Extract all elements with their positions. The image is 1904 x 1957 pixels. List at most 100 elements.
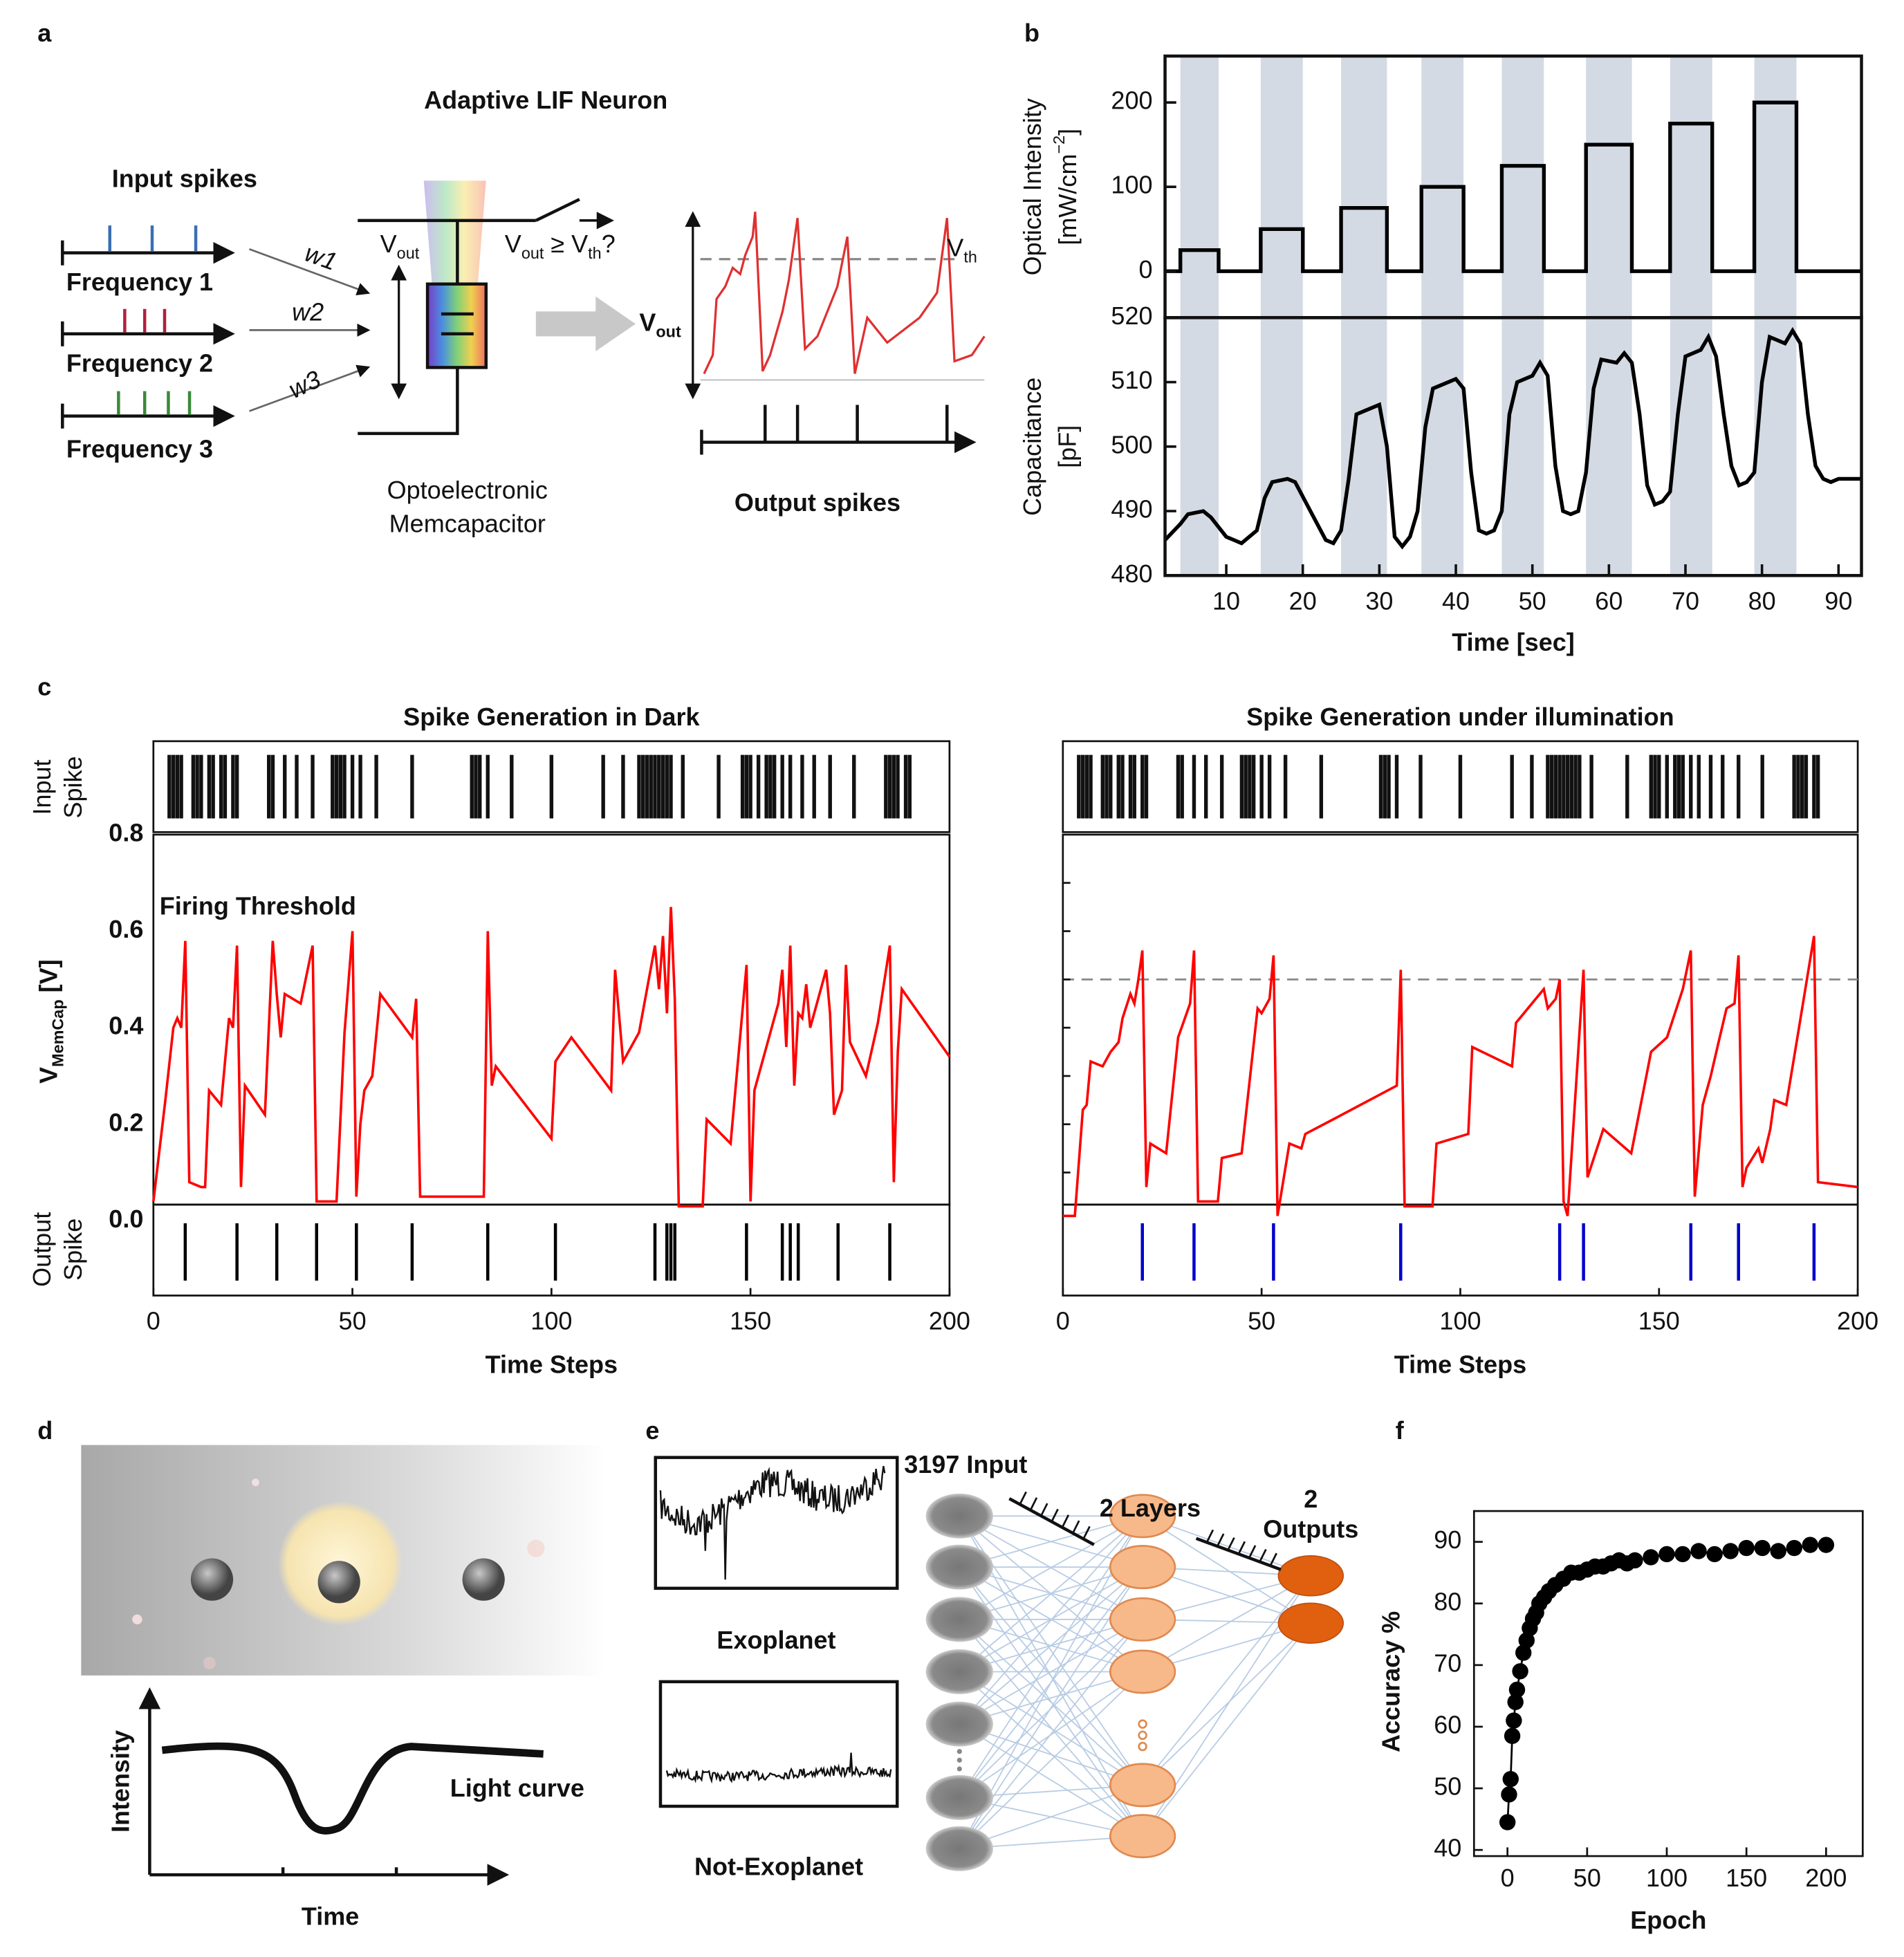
- annotation: Firing Threshold: [160, 892, 356, 920]
- shaded-region: [1341, 56, 1387, 318]
- input-node: [925, 1544, 993, 1590]
- x-tick-label: 100: [1646, 1864, 1688, 1892]
- accuracy-point: [1818, 1537, 1835, 1553]
- y-axis-label: Input: [28, 759, 56, 815]
- chart-title: Spike Generation under illumination: [1246, 703, 1674, 731]
- x-tick-label: 40: [1442, 586, 1470, 615]
- link: [959, 1723, 1143, 1786]
- y-axis-label: Accuracy %: [1377, 1611, 1405, 1752]
- x-tick-label: 70: [1672, 586, 1699, 615]
- weight-comb-tick: [1072, 1520, 1080, 1534]
- link: [959, 1619, 1143, 1725]
- layer-label: 3197 Input: [904, 1450, 1027, 1478]
- text-part: V: [505, 229, 521, 257]
- x-tick-label: 0: [1056, 1307, 1070, 1335]
- input-node: [925, 1774, 993, 1820]
- panel-d-diagram: [81, 1445, 607, 1886]
- link: [959, 1619, 1143, 1849]
- x-tick-label: 150: [1638, 1307, 1680, 1335]
- signal-label: Not-Exoplanet: [694, 1853, 863, 1881]
- spikes-2: [123, 308, 167, 333]
- x-tick-label: 50: [1573, 1864, 1601, 1892]
- planet: [317, 1561, 360, 1604]
- y-tick-label: 100: [1111, 171, 1152, 199]
- y-tick-label: 0: [1138, 255, 1152, 284]
- subscript: MemCap: [48, 999, 66, 1067]
- dust: [132, 1614, 142, 1625]
- text-part: V: [34, 1067, 62, 1084]
- accuracy-point: [1690, 1543, 1707, 1559]
- ellipsis-dot: [956, 1757, 962, 1763]
- accuracy-point: [1706, 1546, 1723, 1563]
- accuracy-point: [1802, 1537, 1819, 1553]
- panel-label: f: [1396, 1416, 1405, 1445]
- x-tick-label: 150: [730, 1307, 771, 1335]
- accuracy-point: [1504, 1727, 1521, 1745]
- y-axis-label: Optical Intensity: [1018, 98, 1046, 275]
- shaded-region: [1670, 317, 1712, 576]
- vth-label: Vth: [947, 233, 977, 266]
- y-axis-label: Capacitance: [1018, 378, 1046, 516]
- y-axis-label: Spike: [59, 756, 87, 818]
- x-tick-label: 0: [1501, 1864, 1515, 1892]
- superscript: −2: [1050, 136, 1068, 154]
- x-tick-label: 100: [530, 1307, 572, 1335]
- weight-comb-tick: [1248, 1545, 1257, 1559]
- memcapacitor: [425, 282, 488, 369]
- link: [959, 1566, 1143, 1725]
- x-tick-label: 20: [1289, 586, 1317, 615]
- voltage-line: [152, 907, 951, 1208]
- line: [1163, 326, 1862, 550]
- input-node: [925, 1826, 993, 1871]
- weight-comb-tick: [1051, 1508, 1059, 1523]
- subscript: out: [521, 244, 544, 262]
- non-exoplanet-signal: [665, 1752, 892, 1784]
- x-tick-label: 50: [1248, 1307, 1275, 1335]
- shaded-region: [1754, 56, 1797, 318]
- weight-comb-tick: [1029, 1497, 1038, 1511]
- frequency-label: Frequency 1: [66, 268, 213, 296]
- y-tick-label: 40: [1434, 1834, 1461, 1862]
- accuracy-point: [1502, 1770, 1519, 1788]
- y-tick-label: 0.2: [109, 1108, 143, 1136]
- weight-comb-tick: [1237, 1541, 1246, 1555]
- x-tick-label: 50: [339, 1307, 367, 1335]
- spikes-3: [117, 391, 192, 415]
- x-tick-label: 30: [1365, 586, 1393, 615]
- accuracy-point: [1499, 1814, 1516, 1830]
- weight-comb-tick: [1259, 1548, 1267, 1563]
- wire: [358, 367, 459, 436]
- big-arrow: [535, 296, 636, 351]
- y-tick-label: 0.8: [109, 818, 143, 846]
- link: [1142, 1622, 1312, 1837]
- y-tick-label: 490: [1111, 495, 1152, 523]
- vout-plot-label: Vout: [639, 308, 681, 341]
- output-node: [1277, 1602, 1344, 1644]
- link: [959, 1784, 1143, 1850]
- ellipsis-dot: [956, 1749, 962, 1754]
- dust: [252, 1478, 259, 1487]
- text-part: ≥ V: [544, 229, 588, 257]
- input-node: [925, 1649, 993, 1694]
- accuracy-point: [1738, 1539, 1755, 1557]
- light-curve: [161, 1742, 544, 1835]
- x-tick-label: 150: [1726, 1864, 1767, 1892]
- input-node: [925, 1597, 993, 1642]
- input-frame: [152, 740, 951, 833]
- link: [959, 1619, 1143, 1786]
- shaded-region: [1501, 317, 1544, 576]
- x-tick-label: 200: [929, 1307, 970, 1335]
- accuracy-point: [1722, 1543, 1739, 1559]
- frequency-label: Frequency 2: [66, 349, 213, 377]
- shaded-region: [1501, 56, 1544, 318]
- y-tick-label: 200: [1111, 86, 1152, 115]
- x-tick-label: 60: [1595, 586, 1623, 615]
- link: [959, 1723, 1143, 1837]
- voltage-line: [1062, 936, 1858, 1218]
- curve-label: Light curve: [450, 1774, 584, 1802]
- input-frame: [1062, 740, 1859, 833]
- accuracy-point: [1518, 1632, 1535, 1649]
- signal-box: [654, 1456, 899, 1590]
- accuracy-point: [1627, 1552, 1643, 1569]
- text-part: ]: [1053, 129, 1081, 136]
